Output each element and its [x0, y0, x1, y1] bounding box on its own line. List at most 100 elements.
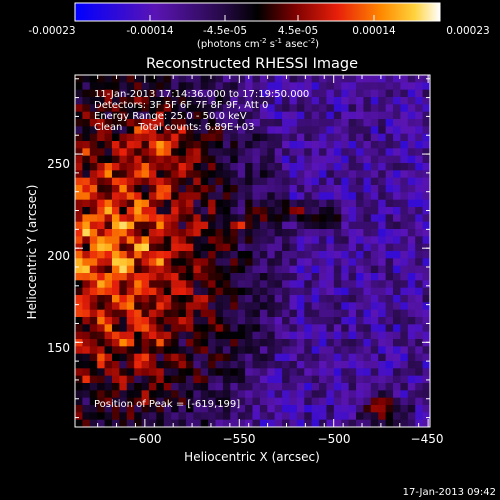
heatmap-cell — [407, 192, 416, 201]
heatmap-cell — [148, 265, 157, 274]
heatmap-cell — [97, 287, 105, 296]
heatmap-cell — [385, 331, 394, 340]
heatmap-cell — [193, 126, 202, 135]
heatmap-cell — [178, 339, 187, 347]
heatmap-cell — [97, 405, 105, 413]
y-axis-label: Heliocentric Y (arcsec) — [25, 185, 39, 320]
heatmap-cell — [75, 82, 83, 91]
heatmap-cell — [222, 243, 231, 252]
heatmap-cell — [148, 82, 157, 91]
heatmap-cell — [370, 265, 379, 274]
heatmap-cell — [363, 111, 372, 120]
heatmap-cell — [267, 280, 276, 289]
heatmap-cell — [111, 236, 120, 245]
heatmap-cell — [148, 185, 157, 193]
heatmap-cell — [370, 163, 379, 171]
heatmap-cell — [341, 75, 350, 83]
heatmap-cell — [333, 148, 342, 157]
heatmap-cell — [245, 97, 253, 105]
heatmap-cell — [97, 346, 105, 355]
heatmap-cell — [333, 280, 342, 289]
heatmap-cell — [319, 207, 327, 215]
heatmap-cell — [89, 82, 98, 91]
heatmap-cell — [341, 155, 350, 164]
heatmap-cell — [363, 419, 372, 427]
heatmap-cell — [378, 353, 387, 362]
heatmap-cell — [215, 229, 224, 237]
heatmap-cell — [156, 199, 165, 208]
heatmap-cell — [89, 177, 98, 186]
heatmap-cell — [215, 207, 224, 215]
heatmap-cell — [148, 258, 157, 267]
heatmap-cell — [378, 419, 387, 427]
heatmap-cell — [148, 309, 157, 318]
heatmap-cell — [156, 295, 165, 303]
heatmap-cell — [111, 82, 120, 91]
heatmap-cell — [134, 251, 142, 259]
heatmap-cell — [289, 419, 298, 427]
heatmap-cell — [185, 383, 194, 391]
heatmap-cell — [348, 280, 357, 289]
heatmap-cell — [393, 199, 401, 208]
heatmap-cell — [296, 412, 305, 421]
heatmap-cell — [348, 75, 357, 83]
heatmap-cell — [245, 383, 253, 391]
heatmap-cell — [304, 412, 313, 421]
heatmap-cell — [193, 214, 202, 223]
heatmap-cell — [208, 207, 216, 215]
heatmap-cell — [171, 397, 179, 406]
heatmap-cell — [171, 331, 179, 340]
heatmap-cell — [245, 119, 253, 127]
heatmap-cell — [148, 170, 157, 179]
heatmap-cell — [111, 177, 120, 186]
heatmap-cell — [185, 309, 194, 318]
heatmap-cell — [363, 97, 372, 105]
heatmap-cell — [393, 155, 401, 164]
heatmap-cell — [141, 339, 150, 347]
heatmap-cell — [148, 155, 157, 164]
heatmap-cell — [156, 368, 165, 377]
heatmap-cell — [289, 75, 298, 83]
heatmap-cell — [237, 346, 246, 355]
heatmap-cell — [89, 75, 98, 83]
heatmap-cell — [393, 419, 401, 427]
heatmap-cell — [230, 383, 239, 391]
heatmap-cell — [378, 346, 387, 355]
heatmap-cell — [215, 397, 224, 406]
heatmap-cell — [311, 265, 320, 274]
heatmap-cell — [407, 75, 416, 83]
heatmap-cell — [200, 317, 209, 325]
heatmap-cell — [245, 148, 253, 157]
heatmap-cell — [296, 251, 305, 259]
heatmap-cell — [296, 243, 305, 252]
heatmap-cell — [185, 331, 194, 340]
heatmap-cell — [356, 192, 364, 201]
heatmap-cell — [341, 339, 350, 347]
heatmap-cell — [296, 177, 305, 186]
heatmap-cell — [134, 148, 142, 157]
heatmap-cell — [82, 265, 91, 274]
heatmap-cell — [282, 280, 290, 289]
heatmap-cell — [363, 170, 372, 179]
heatmap-cell — [407, 265, 416, 274]
heatmap-cell — [111, 317, 120, 325]
heatmap-cell — [356, 361, 364, 369]
heatmap-cell — [378, 295, 387, 303]
heatmap-cell — [163, 383, 172, 391]
heatmap-cell — [326, 111, 335, 120]
heatmap-cell — [134, 258, 142, 267]
heatmap-cell — [356, 302, 364, 311]
heatmap-cell — [171, 375, 179, 384]
heatmap-cell — [378, 229, 387, 237]
heatmap-cell — [141, 390, 150, 399]
heatmap-cell — [230, 346, 239, 355]
heatmap-cell — [141, 251, 150, 259]
heatmap-cell — [363, 236, 372, 245]
heatmap-cell — [97, 331, 105, 340]
heatmap-cell — [356, 339, 364, 347]
heatmap-cell — [111, 170, 120, 179]
heatmap-cell — [415, 177, 424, 186]
heatmap-cell — [237, 192, 246, 201]
heatmap-cell — [126, 383, 135, 391]
heatmap-cell — [82, 375, 91, 384]
